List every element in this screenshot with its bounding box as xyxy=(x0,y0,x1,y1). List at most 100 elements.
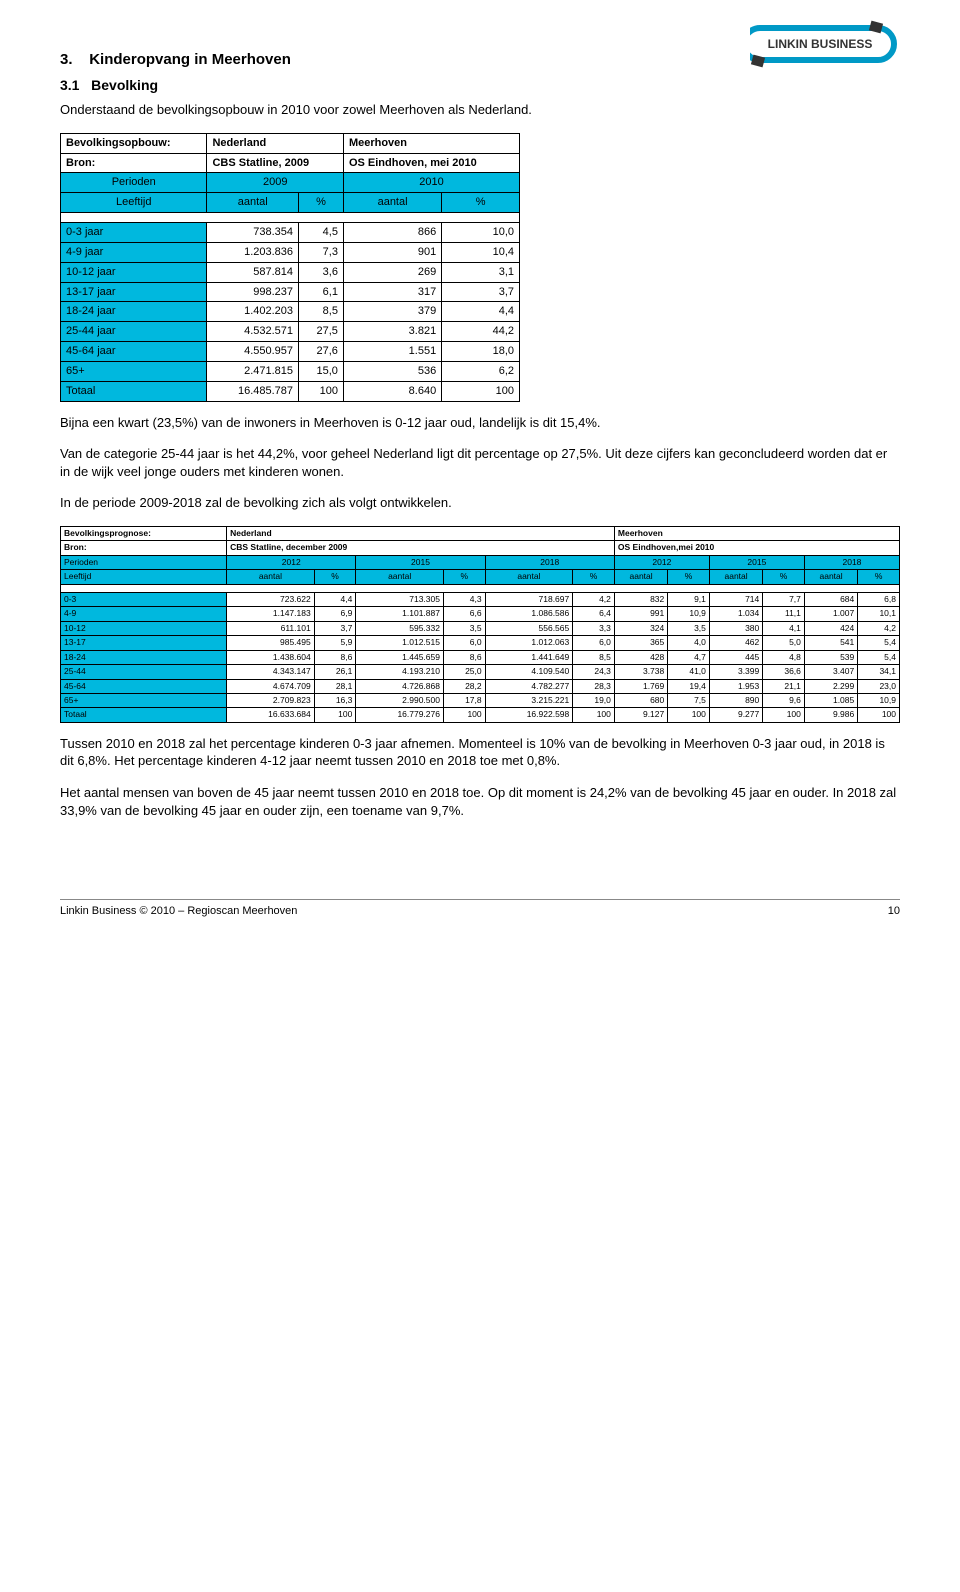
cell: 1.438.604 xyxy=(227,650,315,664)
cell: 100 xyxy=(314,708,356,722)
cell: 1.769 xyxy=(614,679,667,693)
cell: 44,2 xyxy=(442,322,520,342)
cell: 3,5 xyxy=(668,621,710,635)
cell: 4.550.957 xyxy=(207,342,299,362)
cell: 714 xyxy=(709,592,762,606)
cell: 2.299 xyxy=(804,679,857,693)
t1-source-0: CBS Statline, 2009 xyxy=(207,153,343,173)
t1-period-1: 2010 xyxy=(343,173,519,193)
cell: 890 xyxy=(709,694,762,708)
cell: 9,1 xyxy=(668,592,710,606)
cell: 539 xyxy=(804,650,857,664)
t2-p3: 2012 xyxy=(614,555,709,569)
t2-group-0: Nederland xyxy=(227,526,615,540)
t2-p5: 2018 xyxy=(804,555,899,569)
cell: 3.407 xyxy=(804,665,857,679)
cell: 1.147.183 xyxy=(227,607,315,621)
cell: 6,4 xyxy=(573,607,615,621)
cell: 3,5 xyxy=(443,621,485,635)
cell: 100 xyxy=(858,708,900,722)
cell: 1.085 xyxy=(804,694,857,708)
para-3: In de periode 2009-2018 zal de bevolking… xyxy=(60,494,900,512)
subsection-title: Bevolking xyxy=(91,77,158,93)
t1-col-nl: Nederland xyxy=(207,133,343,153)
cell: 1.012.063 xyxy=(485,636,573,650)
t2-p0: 2012 xyxy=(227,555,356,569)
row-label: 65+ xyxy=(61,694,227,708)
t1-sub-1: % xyxy=(299,193,344,213)
table-row: 65+2.471.81515,05366,2 xyxy=(61,361,520,381)
t2-age-label: Leeftijd xyxy=(61,570,227,584)
cell: 9.127 xyxy=(614,708,667,722)
cell: 10,4 xyxy=(442,242,520,262)
cell: 1.441.649 xyxy=(485,650,573,664)
cell: 4,7 xyxy=(668,650,710,664)
cell: 16,3 xyxy=(314,694,356,708)
table-row: 45-644.674.70928,14.726.86828,24.782.277… xyxy=(61,679,900,693)
cell: 36,6 xyxy=(763,665,805,679)
cell: 8,5 xyxy=(299,302,344,322)
cell: 27,5 xyxy=(299,322,344,342)
para-2: Van de categorie 25-44 jaar is het 44,2%… xyxy=(60,445,900,480)
row-label: 10-12 jaar xyxy=(61,262,207,282)
t2-p4: 2015 xyxy=(709,555,804,569)
cell: 680 xyxy=(614,694,667,708)
cell: 3.738 xyxy=(614,665,667,679)
t1-col-mh: Meerhoven xyxy=(343,133,519,153)
cell: 866 xyxy=(343,223,441,243)
cell: 24,3 xyxy=(573,665,615,679)
cell: 4,4 xyxy=(314,592,356,606)
table-row: 0-3723.6224,4713.3054,3718.6974,28329,17… xyxy=(61,592,900,606)
para-5: Het aantal mensen van boven de 45 jaar n… xyxy=(60,784,900,819)
cell: 4.674.709 xyxy=(227,679,315,693)
cell: 587.814 xyxy=(207,262,299,282)
row-label: 4-9 xyxy=(61,607,227,621)
subcol: aantal xyxy=(227,570,315,584)
cell: 380 xyxy=(709,621,762,635)
subcol: aantal xyxy=(614,570,667,584)
cell: 1.034 xyxy=(709,607,762,621)
table-row: 4-9 jaar1.203.8367,390110,4 xyxy=(61,242,520,262)
cell: 713.305 xyxy=(356,592,444,606)
cell: 611.101 xyxy=(227,621,315,635)
cell: 16.485.787 xyxy=(207,381,299,401)
table-row: 4-91.147.1836,91.101.8876,61.086.5866,49… xyxy=(61,607,900,621)
t2-group-1: Meerhoven xyxy=(614,526,899,540)
cell: 1.012.515 xyxy=(356,636,444,650)
cell: 4,0 xyxy=(668,636,710,650)
cell: 4.532.571 xyxy=(207,322,299,342)
cell: 7,7 xyxy=(763,592,805,606)
cell: 5,0 xyxy=(763,636,805,650)
cell: 4,4 xyxy=(442,302,520,322)
cell: 3.821 xyxy=(343,322,441,342)
t1-age-label: Leeftijd xyxy=(61,193,207,213)
cell: 1.101.887 xyxy=(356,607,444,621)
cell: 10,9 xyxy=(858,694,900,708)
cell: 718.697 xyxy=(485,592,573,606)
cell: 19,4 xyxy=(668,679,710,693)
cell: 1.551 xyxy=(343,342,441,362)
table-row: Totaal16.633.68410016.779.27610016.922.5… xyxy=(61,708,900,722)
cell: 269 xyxy=(343,262,441,282)
cell: 4.343.147 xyxy=(227,665,315,679)
cell: 4,2 xyxy=(858,621,900,635)
cell: 5,4 xyxy=(858,650,900,664)
t2-p2: 2018 xyxy=(485,555,614,569)
row-label: 18-24 jaar xyxy=(61,302,207,322)
cell: 738.354 xyxy=(207,223,299,243)
cell: 365 xyxy=(614,636,667,650)
cell: 1.007 xyxy=(804,607,857,621)
logo: LINKIN BUSINESS xyxy=(750,20,910,73)
cell: 424 xyxy=(804,621,857,635)
cell: 998.237 xyxy=(207,282,299,302)
cell: 7,5 xyxy=(668,694,710,708)
cell: 541 xyxy=(804,636,857,650)
subcol: aantal xyxy=(356,570,444,584)
cell: 379 xyxy=(343,302,441,322)
cell: 10,1 xyxy=(858,607,900,621)
cell: 4.782.277 xyxy=(485,679,573,693)
cell: 19,0 xyxy=(573,694,615,708)
cell: 1.086.586 xyxy=(485,607,573,621)
cell: 3,7 xyxy=(314,621,356,635)
cell: 4,5 xyxy=(299,223,344,243)
